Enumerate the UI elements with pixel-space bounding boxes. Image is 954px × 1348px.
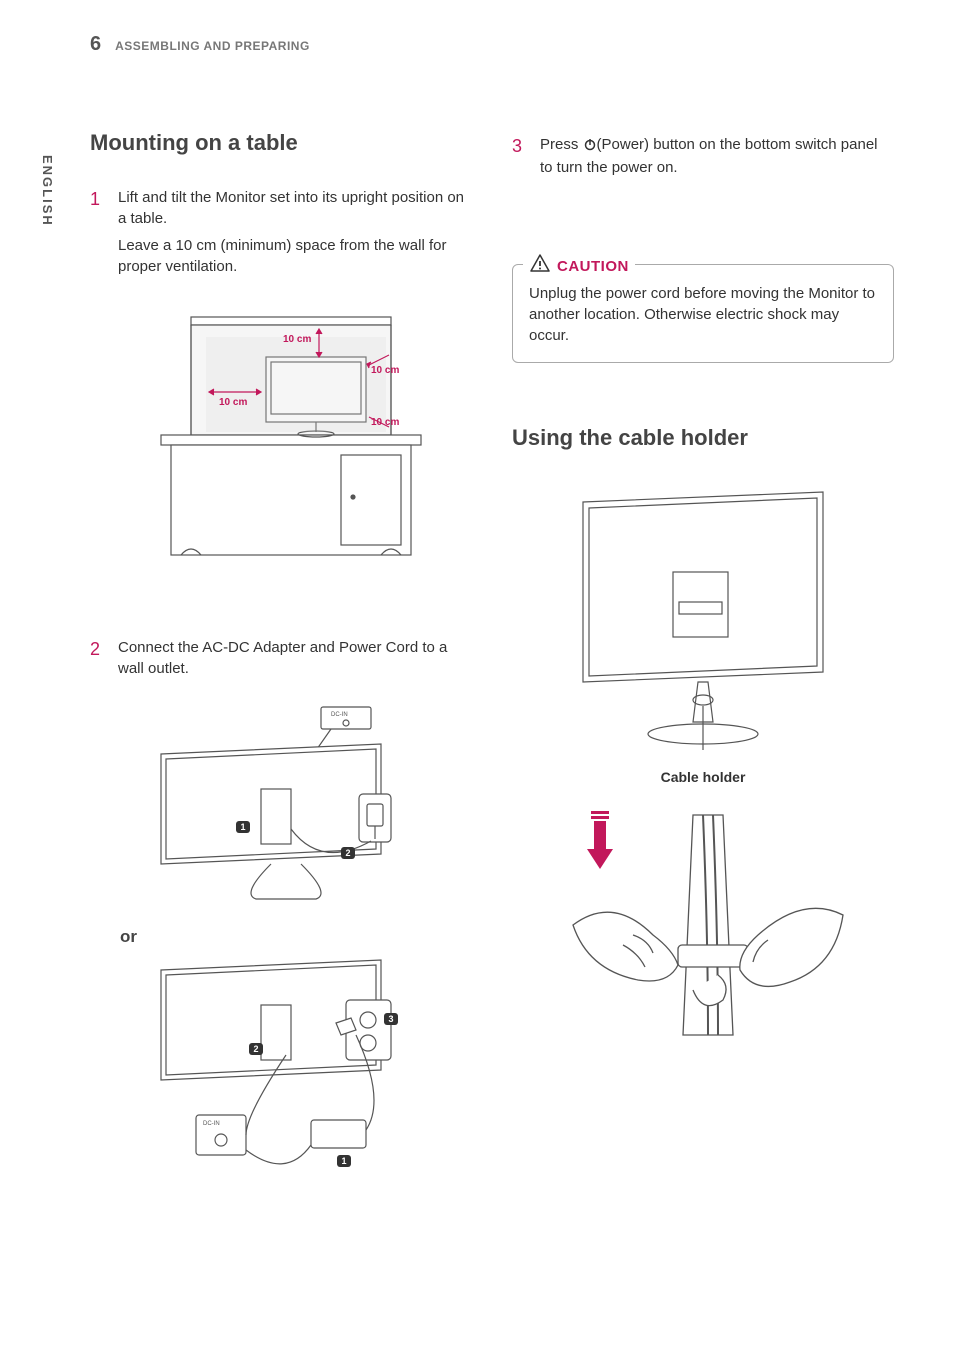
step-3: 3 Press (Power) button on the bottom swi… <box>512 134 894 184</box>
caution-text: Unplug the power cord before moving the … <box>529 283 877 346</box>
step-text: Leave a 10 cm (minimum) space from the w… <box>118 235 472 277</box>
mounting-title: Mounting on a table <box>90 128 472 159</box>
step-prefix: Press <box>540 136 583 153</box>
badge: 3 <box>388 1014 393 1024</box>
left-column: Mounting on a table 1 Lift and tilt the … <box>90 128 472 1215</box>
dc-in-label: DC-IN <box>331 712 348 718</box>
clearance-label-right: 10 cm <box>371 365 399 376</box>
step-2: 2 Connect the AC-DC Adapter and Power Co… <box>90 637 472 685</box>
cable-holder-title: Using the cable holder <box>512 423 894 454</box>
caution-label: CAUTION <box>557 256 629 277</box>
step-1: 1 Lift and tilt the Monitor set into its… <box>90 187 472 283</box>
caution-header: CAUTION <box>523 253 635 279</box>
badge: 2 <box>253 1044 258 1054</box>
badge: 1 <box>240 822 245 832</box>
step-number: 2 <box>90 637 106 685</box>
language-tab: ENGLISH <box>38 155 56 227</box>
right-column: 3 Press (Power) button on the bottom swi… <box>512 128 894 1215</box>
page-header: 6 ASSEMBLING AND PREPARING <box>90 30 894 58</box>
step-body: Press (Power) button on the bottom switc… <box>540 134 894 184</box>
power-icon <box>583 136 597 157</box>
or-label: or <box>120 925 472 949</box>
page-number: 6 <box>90 30 101 58</box>
clearance-label-left: 10 cm <box>219 397 247 408</box>
badge: 1 <box>341 1156 346 1166</box>
badge: 2 <box>345 848 350 858</box>
step-number: 1 <box>90 187 106 283</box>
step-text: Lift and tilt the Monitor set into its u… <box>118 187 472 229</box>
step-text: Press (Power) button on the bottom switc… <box>540 134 894 178</box>
figure-adapter-b: DC-IN 2 3 1 <box>90 955 472 1215</box>
figure-cable-holder-overview <box>512 482 894 762</box>
step-body: Lift and tilt the Monitor set into its u… <box>118 187 472 283</box>
step-number: 3 <box>512 134 528 184</box>
page: 6 ASSEMBLING AND PREPARING Mounting on a… <box>0 0 954 1255</box>
figure-desk-clearance: 10 cm 10 cm 10 cm 10 cm <box>90 297 472 607</box>
clearance-label-bottom: 10 cm <box>371 417 399 428</box>
step-text: Connect the AC-DC Adapter and Power Cord… <box>118 637 472 679</box>
step-body: Connect the AC-DC Adapter and Power Cord… <box>118 637 472 685</box>
figure-adapter-a: DC-IN 1 2 <box>90 699 472 919</box>
figure-cable-holder-hands <box>512 805 894 1065</box>
cable-holder-label: Cable holder <box>512 768 894 788</box>
warning-icon <box>529 253 551 279</box>
clearance-label-top: 10 cm <box>283 334 311 345</box>
header-section-title: ASSEMBLING AND PREPARING <box>115 38 310 55</box>
dc-in-label: DC-IN <box>203 1121 220 1127</box>
down-arrow-icon <box>587 811 613 869</box>
caution-box: CAUTION Unplug the power cord before mov… <box>512 264 894 363</box>
